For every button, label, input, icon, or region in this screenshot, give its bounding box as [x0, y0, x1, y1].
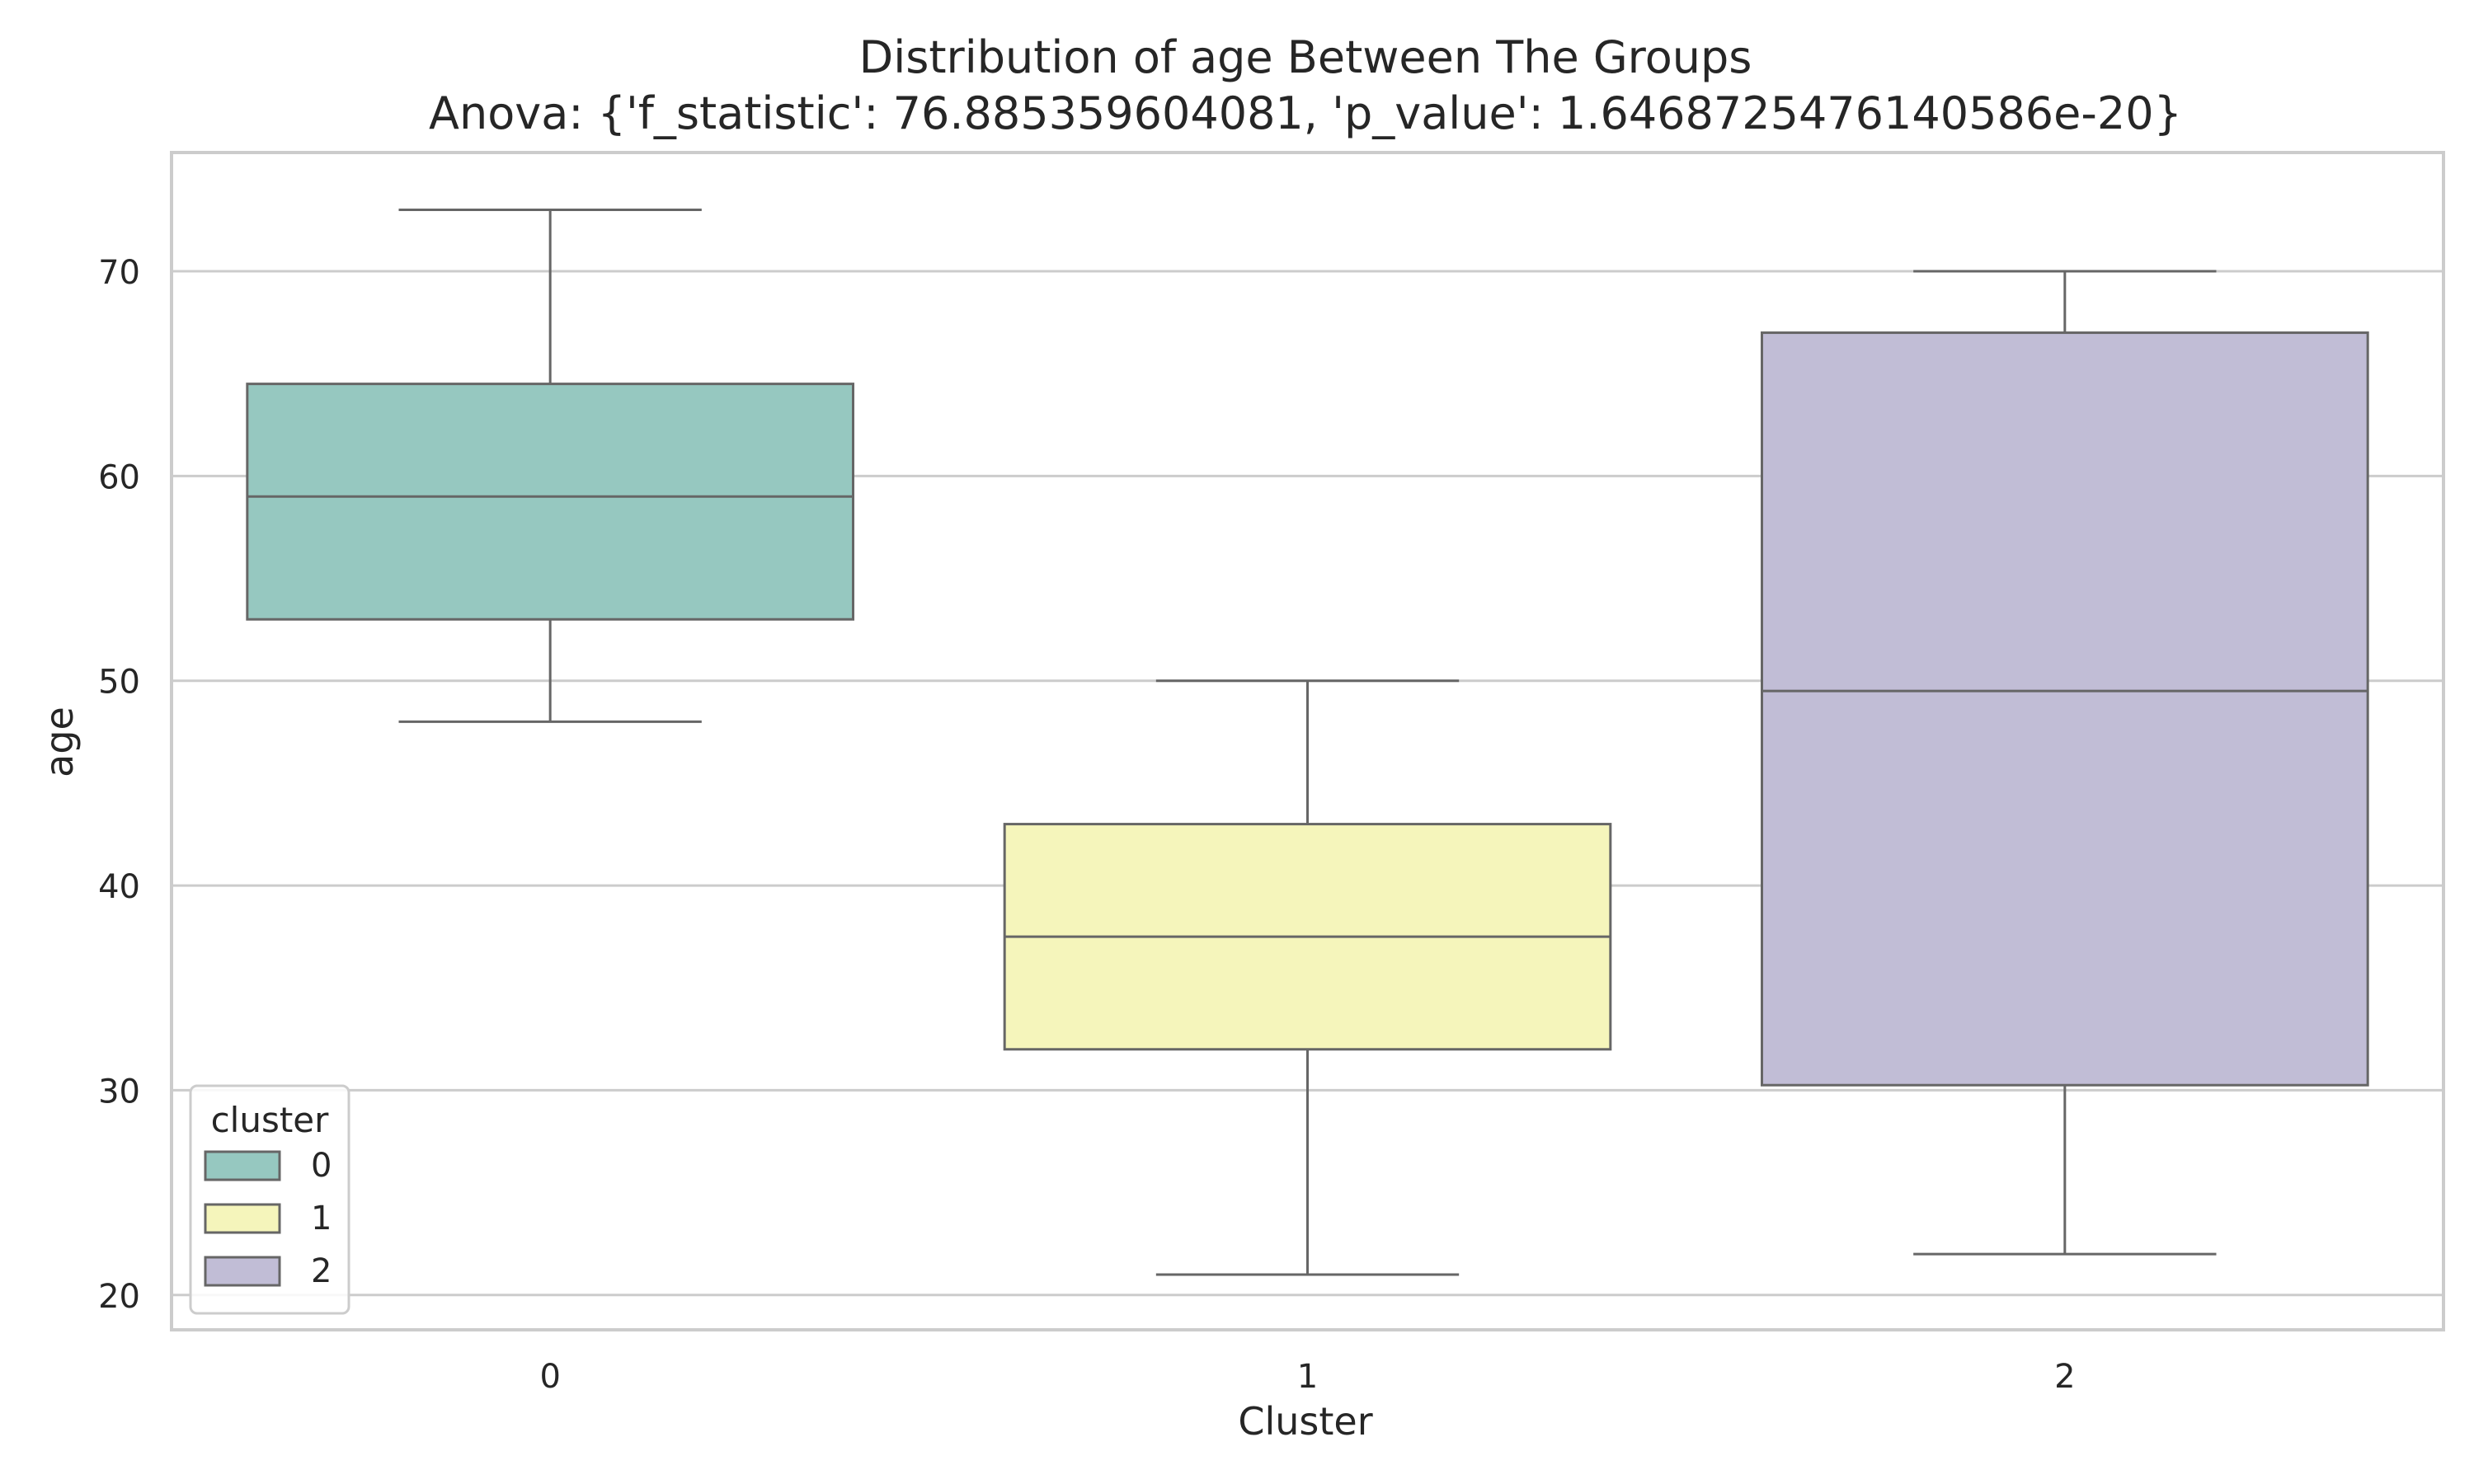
- x-tick-label: 0: [539, 1358, 560, 1396]
- chart-title: Distribution of age Between The Groups: [859, 31, 1752, 83]
- y-axis-label: age: [37, 707, 82, 777]
- y-tick-label: 40: [98, 868, 140, 906]
- x-tick-label: 2: [2054, 1358, 2075, 1396]
- chart-subtitle: Anova: {'f_statistic': 76.885359604081, …: [429, 87, 2182, 139]
- legend-swatch-1: [204, 1203, 281, 1234]
- y-tick-label: 30: [98, 1073, 140, 1111]
- y-tick-label: 20: [98, 1278, 140, 1316]
- legend-label: 2: [311, 1252, 332, 1290]
- legend-title: cluster: [211, 1100, 330, 1140]
- x-axis-label: Cluster: [1238, 1399, 1372, 1444]
- y-tick-label: 60: [98, 458, 140, 496]
- legend-swatch-2: [204, 1256, 281, 1287]
- y-tick-label: 50: [98, 664, 140, 702]
- y-tick-label: 70: [98, 254, 140, 292]
- box-cluster-2: [1761, 331, 2369, 1087]
- legend-swatch-0: [204, 1150, 281, 1181]
- plot-border: [170, 151, 2445, 1331]
- legend-label: 0: [311, 1147, 332, 1185]
- box-cluster-0: [246, 383, 855, 621]
- x-tick-label: 1: [1297, 1358, 1318, 1396]
- legend-label: 1: [311, 1200, 332, 1237]
